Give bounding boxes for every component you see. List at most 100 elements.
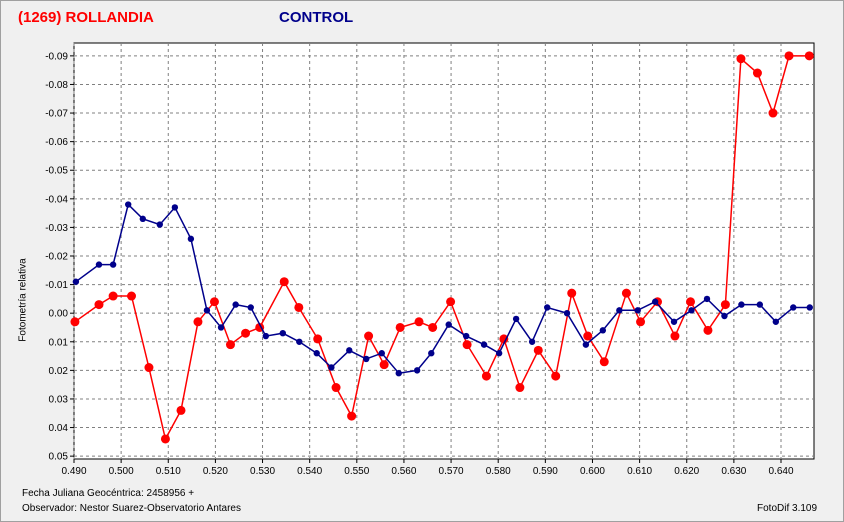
y-tick-label: 0.05 <box>49 452 69 463</box>
x-tick-label: 0.520 <box>203 466 228 477</box>
x-tick-label: 0.580 <box>486 466 511 477</box>
control-data-point <box>634 307 641 314</box>
plot-background <box>73 42 815 460</box>
control-data-point <box>756 301 763 308</box>
object-data-point <box>294 302 304 312</box>
y-tick-label: -0.04 <box>45 194 68 205</box>
y-tick-label: 0.02 <box>49 366 69 377</box>
control-data-point <box>528 338 536 345</box>
object-data-point <box>127 291 137 301</box>
control-data-point <box>599 327 607 334</box>
x-tick-label: 0.620 <box>674 466 699 477</box>
y-tick-label: -0.06 <box>45 137 68 148</box>
x-tick-label: 0.560 <box>391 466 416 477</box>
control-data-point <box>313 350 320 357</box>
object-data-point <box>636 317 646 327</box>
object-data-point <box>331 383 341 393</box>
object-data-point <box>193 317 203 327</box>
object-data-point <box>481 371 491 381</box>
control-data-point <box>495 350 503 357</box>
control-data-point <box>428 350 435 357</box>
object-data-point <box>347 411 357 421</box>
object-data-point <box>176 405 186 415</box>
control-data-point <box>171 204 179 211</box>
object-data-point <box>313 334 323 344</box>
y-tick-label: -0.02 <box>45 252 68 263</box>
object-data-point <box>225 340 235 350</box>
x-tick-label: 0.550 <box>344 466 369 477</box>
control-data-point <box>480 341 488 348</box>
object-data-point <box>108 291 118 301</box>
control-data-point <box>544 304 551 311</box>
y-tick-label: 0.01 <box>49 337 69 348</box>
x-tick-label: 0.570 <box>439 466 464 477</box>
control-data-point <box>772 318 780 325</box>
control-data-point <box>296 338 303 345</box>
object-data-point <box>160 434 170 444</box>
object-data-point <box>94 300 104 310</box>
control-data-point <box>651 298 659 305</box>
control-data-point <box>395 370 402 377</box>
observer-label: Observador: Nestor Suarez-Observatorio A… <box>22 503 241 514</box>
control-data-point <box>232 301 239 308</box>
object-data-point <box>515 383 525 393</box>
object-data-point <box>533 345 543 355</box>
object-data-point <box>209 297 219 307</box>
control-data-point <box>721 312 728 320</box>
object-title: (1269) ROLLANDIA <box>18 9 154 26</box>
object-data-point <box>551 371 561 381</box>
x-tick-label: 0.600 <box>580 466 605 477</box>
control-data-point <box>346 347 353 354</box>
y-tick-label: -0.03 <box>45 223 68 234</box>
y-tick-label: 0.03 <box>49 394 69 405</box>
object-data-point <box>784 51 794 61</box>
x-tick-label: 0.610 <box>627 466 652 477</box>
software-label: FotoDif 3.109 <box>757 503 818 514</box>
object-data-point <box>428 322 438 332</box>
object-data-point <box>279 277 289 287</box>
object-data-point <box>70 317 80 327</box>
x-tick-label: 0.540 <box>297 466 322 477</box>
control-data-point <box>563 309 571 317</box>
control-data-point <box>462 332 470 340</box>
control-data-point <box>187 235 195 243</box>
object-data-point <box>621 288 631 298</box>
y-tick-label: -0.09 <box>45 51 68 62</box>
control-data-point <box>72 278 80 285</box>
object-data-point <box>720 300 730 310</box>
control-data-point <box>363 355 370 363</box>
control-data-point <box>445 321 452 328</box>
x-tick-label: 0.630 <box>721 466 746 477</box>
control-data-point <box>703 295 711 303</box>
object-data-point <box>752 68 762 78</box>
object-data-point <box>804 51 814 61</box>
y-tick-label: 0.04 <box>49 423 69 434</box>
date-label: Fecha Juliana Geocéntrica: 2458956 + <box>22 488 195 499</box>
control-data-point <box>125 201 132 208</box>
object-data-point <box>736 54 746 64</box>
control-data-point <box>670 318 678 325</box>
y-tick-label: -0.01 <box>45 280 68 291</box>
control-data-point <box>413 367 421 374</box>
control-data-point <box>512 315 520 323</box>
control-data-point <box>738 301 745 308</box>
control-data-point <box>95 261 103 268</box>
object-data-point <box>446 297 456 307</box>
object-data-point <box>768 108 778 118</box>
x-tick-label: 0.530 <box>250 466 275 477</box>
control-data-point <box>217 324 225 331</box>
control-data-point <box>203 307 211 314</box>
control-data-point <box>616 307 623 314</box>
y-tick-label: -0.08 <box>45 80 68 91</box>
object-data-point <box>144 363 154 373</box>
object-data-point <box>364 331 374 341</box>
object-data-point <box>670 331 680 341</box>
y-tick-label: -0.05 <box>45 166 68 177</box>
control-data-point <box>688 307 695 314</box>
control-data-point <box>247 304 254 311</box>
control-data-point <box>109 261 117 268</box>
x-tick-label: 0.500 <box>109 466 134 477</box>
object-data-point <box>567 288 577 298</box>
control-data-point <box>279 329 287 337</box>
object-data-point <box>583 331 593 341</box>
